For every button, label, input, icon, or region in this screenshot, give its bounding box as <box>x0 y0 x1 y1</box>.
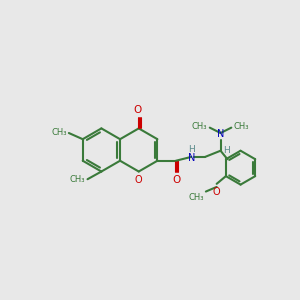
Text: O: O <box>212 187 220 197</box>
Text: O: O <box>172 175 181 184</box>
Text: O: O <box>134 176 142 185</box>
Text: CH₃: CH₃ <box>234 122 249 131</box>
Text: CH₃: CH₃ <box>192 122 208 131</box>
Text: H: H <box>188 145 195 154</box>
Text: N: N <box>188 153 195 163</box>
Text: CH₃: CH₃ <box>51 128 67 137</box>
Text: N: N <box>217 129 224 139</box>
Text: H: H <box>223 146 230 155</box>
Text: CH₃: CH₃ <box>188 193 204 202</box>
Text: CH₃: CH₃ <box>70 176 85 184</box>
Text: O: O <box>133 105 141 115</box>
